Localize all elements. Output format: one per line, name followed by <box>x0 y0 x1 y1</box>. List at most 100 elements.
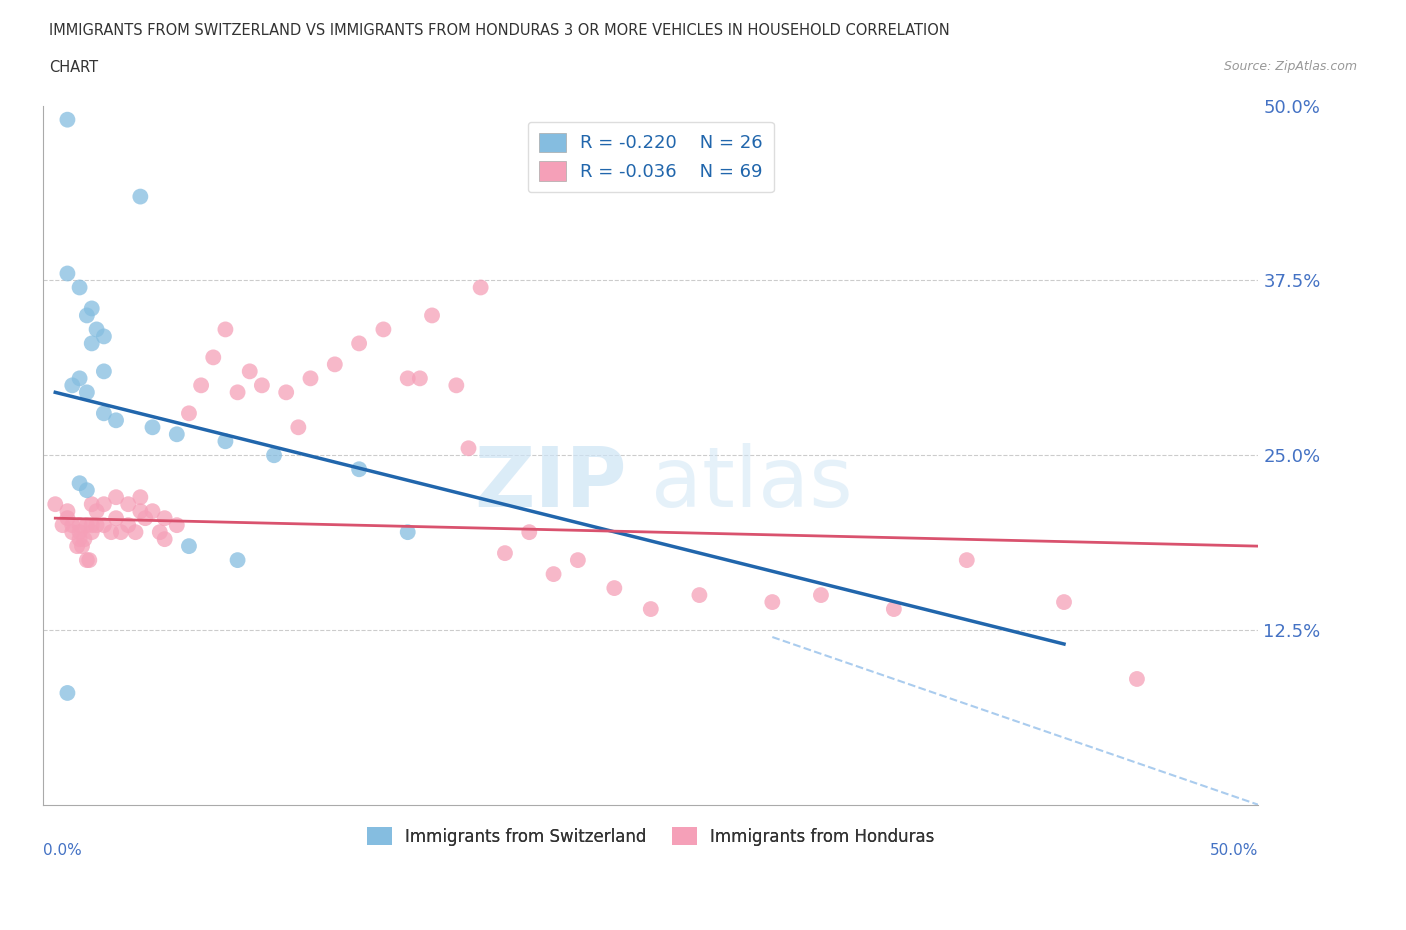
Point <box>373 322 395 337</box>
Point <box>603 580 626 595</box>
Point <box>70 538 93 553</box>
Point <box>105 413 128 428</box>
Point <box>100 525 122 539</box>
Point <box>446 378 468 392</box>
Point <box>640 602 662 617</box>
Point <box>299 371 322 386</box>
Point <box>420 308 443 323</box>
Point <box>93 497 115 512</box>
Point <box>129 490 152 505</box>
Point <box>80 525 103 539</box>
Point <box>396 371 419 386</box>
Text: atlas: atlas <box>651 443 852 524</box>
Point <box>226 552 249 567</box>
Point <box>69 280 91 295</box>
Legend: Immigrants from Switzerland, Immigrants from Honduras: Immigrants from Switzerland, Immigrants … <box>360 820 941 853</box>
Point <box>80 518 103 533</box>
Point <box>141 504 163 519</box>
Point <box>105 511 128 525</box>
Point <box>93 364 115 379</box>
Point <box>287 419 309 434</box>
Point <box>250 378 273 392</box>
Point <box>124 525 146 539</box>
Point <box>134 511 156 525</box>
Text: 50.0%: 50.0% <box>1211 844 1258 858</box>
Point <box>543 566 565 581</box>
Point <box>69 525 91 539</box>
Point <box>76 385 98 400</box>
Point <box>457 441 479 456</box>
Point <box>93 405 115 420</box>
Point <box>688 588 710 603</box>
Point <box>177 405 200 420</box>
Point <box>276 385 298 400</box>
Point <box>129 189 152 204</box>
Point <box>323 357 346 372</box>
Text: 0.0%: 0.0% <box>44 844 82 858</box>
Point <box>76 518 98 533</box>
Point <box>86 518 108 533</box>
Point <box>129 504 152 519</box>
Point <box>76 308 98 323</box>
Text: CHART: CHART <box>49 60 98 75</box>
Point <box>60 378 83 392</box>
Point <box>69 518 91 533</box>
Point <box>76 483 98 498</box>
Point <box>810 588 832 603</box>
Point <box>1126 671 1149 686</box>
Point <box>761 594 783 609</box>
Point <box>347 462 370 477</box>
Point <box>105 490 128 505</box>
Point <box>93 518 115 533</box>
Point <box>1053 594 1076 609</box>
Point <box>177 538 200 553</box>
Point <box>110 525 132 539</box>
Point <box>166 518 188 533</box>
Point <box>141 419 163 434</box>
Point <box>80 301 103 316</box>
Point <box>567 552 589 567</box>
Point <box>60 518 83 533</box>
Point <box>409 371 432 386</box>
Point <box>86 504 108 519</box>
Text: Source: ZipAtlas.com: Source: ZipAtlas.com <box>1223 60 1357 73</box>
Point <box>56 685 79 700</box>
Point <box>202 350 225 365</box>
Point <box>56 266 79 281</box>
Point <box>56 511 79 525</box>
Point <box>86 322 108 337</box>
Point <box>166 427 188 442</box>
Point <box>226 385 249 400</box>
Point <box>517 525 540 539</box>
Point <box>239 364 262 379</box>
Point <box>494 546 516 561</box>
Point <box>883 602 905 617</box>
Point <box>73 532 96 547</box>
Point <box>60 525 83 539</box>
Point <box>396 525 419 539</box>
Point <box>153 511 176 525</box>
Point <box>56 504 79 519</box>
Point <box>44 497 66 512</box>
Text: IMMIGRANTS FROM SWITZERLAND VS IMMIGRANTS FROM HONDURAS 3 OR MORE VEHICLES IN HO: IMMIGRANTS FROM SWITZERLAND VS IMMIGRANT… <box>49 23 950 38</box>
Point <box>117 518 139 533</box>
Point <box>214 322 236 337</box>
Point <box>956 552 979 567</box>
Point <box>79 552 101 567</box>
Point <box>80 497 103 512</box>
Point <box>190 378 212 392</box>
Point <box>76 552 98 567</box>
Point <box>69 532 91 547</box>
Point <box>214 433 236 448</box>
Point <box>93 329 115 344</box>
Point <box>149 525 172 539</box>
Point <box>470 280 492 295</box>
Point <box>153 532 176 547</box>
Point <box>263 448 285 463</box>
Point <box>51 518 73 533</box>
Point <box>347 336 370 351</box>
Point <box>66 538 89 553</box>
Point <box>80 336 103 351</box>
Point <box>69 371 91 386</box>
Point <box>69 476 91 491</box>
